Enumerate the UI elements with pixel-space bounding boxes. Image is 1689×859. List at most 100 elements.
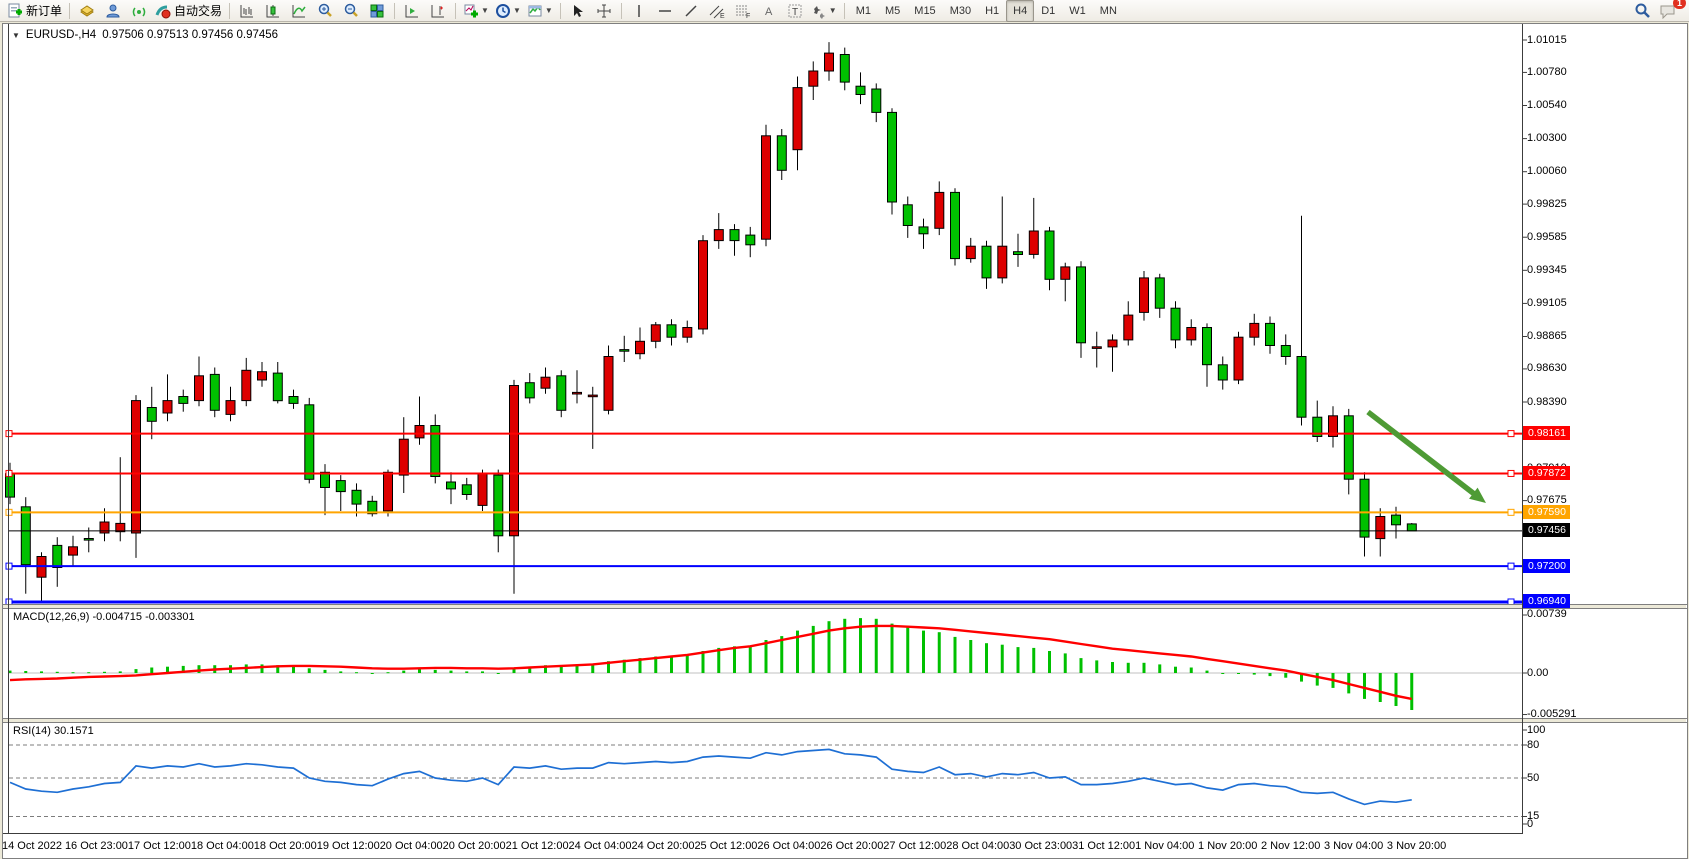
time-label: 26 Oct 20:00 [820, 840, 884, 852]
timeframe-button-h1[interactable]: H1 [985, 4, 1000, 17]
autotrading-button[interactable]: 自动交易 [152, 0, 225, 22]
macd-tick--0.005291: -0.005291 [1527, 708, 1577, 721]
price-tick-0.99585: 0.99585 [1527, 230, 1567, 243]
toolbar-right-group: 1 [1629, 0, 1686, 22]
trendline-tool-button[interactable] [678, 0, 704, 22]
tile-windows-button[interactable] [364, 0, 390, 22]
new-order-button[interactable]: 新订单 [4, 0, 65, 22]
hline-object-0.97590[interactable] [5, 508, 1522, 516]
cursor-arrow-icon [573, 4, 583, 17]
time-label: 3 Nov 04:00 [1323, 840, 1384, 852]
current-price-badge: 0.97456 [1523, 523, 1570, 538]
periods-button[interactable]: ▼ [492, 0, 524, 22]
timeframe-button-d1[interactable]: D1 [1041, 4, 1056, 17]
signals-button[interactable] [126, 0, 152, 22]
market-watch-button[interactable] [74, 0, 100, 22]
autotrading-icon [155, 5, 171, 18]
price-tick-1.00060: 1.00060 [1527, 165, 1567, 178]
equidistant-channel-button[interactable]: E [704, 0, 730, 22]
panel-divider-grip[interactable] [3, 605, 1686, 608]
toolbar-separator [620, 2, 622, 19]
price-tick-0.99105: 0.99105 [1527, 296, 1567, 309]
panel-divider[interactable] [2, 608, 1687, 609]
text-icon: A [765, 6, 773, 18]
time-label: 17 Oct 12:00 [127, 840, 191, 852]
hline-price-badge-0.98161: 0.98161 [1523, 426, 1570, 441]
chart-menu-toggle-icon[interactable]: ▼ [12, 30, 20, 40]
candle-chart-button[interactable] [260, 0, 286, 22]
zoom-in-button[interactable] [312, 0, 338, 22]
rsi-tick-15: 15 [1527, 810, 1540, 822]
svg-text:F: F [746, 13, 750, 19]
toolbar-separator [69, 2, 71, 19]
ohlc-values: 0.97506 0.97513 0.97456 0.97456 [102, 29, 279, 41]
crosshair-button[interactable] [591, 0, 617, 22]
text-label-tool-button[interactable]: T [782, 0, 808, 22]
autotrading-label: 自动交易 [174, 4, 223, 18]
time-label: 28 Oct 04:00 [946, 840, 1010, 852]
fibonacci-tool-button[interactable]: F [730, 0, 756, 22]
chevron-down-icon: ▼ [828, 6, 837, 15]
timeframe-button-m30[interactable]: M30 [949, 4, 972, 17]
panel-divider[interactable] [2, 604, 1687, 605]
panel-divider[interactable] [2, 718, 1687, 719]
hline-price-badge-0.96940: 0.96940 [1523, 594, 1570, 609]
notifications-button[interactable]: 1 [1655, 0, 1686, 22]
panel-divider-grip[interactable] [3, 719, 1686, 722]
time-label: 3 Nov 20:00 [1386, 840, 1447, 852]
text-tool-button[interactable]: A [756, 0, 782, 22]
horizontal-line-tool-button[interactable] [652, 0, 678, 22]
hline-object-0.97872[interactable] [5, 469, 1522, 477]
time-label: 2 Nov 12:00 [1261, 840, 1321, 852]
cursor-button[interactable] [565, 0, 591, 22]
macd-signal-line [9, 624, 1412, 701]
chart-shift-button[interactable] [425, 0, 451, 22]
chevron-down-icon: ▼ [512, 6, 521, 15]
time-label: 18 Oct 20:00 [253, 840, 317, 852]
timeframe-group: M1 M5 M15 M30 H1 H4 D1 W1 MN [849, 0, 1124, 22]
zoom-in-icon [318, 3, 332, 17]
price-tick-0.99345: 0.99345 [1527, 263, 1567, 276]
arrows-tool-button[interactable]: ▼ [808, 0, 840, 22]
time-label: 31 Oct 12:00 [1072, 840, 1136, 852]
time-label: 21 Oct 12:00 [505, 840, 569, 852]
trend-arrow-annotation[interactable] [1366, 409, 1486, 503]
timeframe-button-m15[interactable]: M15 [914, 4, 936, 17]
toolbar-separator [394, 2, 396, 19]
time-axis[interactable] [3, 833, 1522, 857]
time-label: 30 Oct 23:00 [1009, 840, 1073, 852]
panel-divider[interactable] [2, 722, 1687, 723]
horizontal-line-icon [658, 9, 671, 12]
search-button[interactable] [1629, 0, 1655, 22]
zoom-out-button[interactable] [338, 0, 364, 22]
hline-object-0.98161[interactable] [5, 430, 1522, 438]
templates-button[interactable]: ▼ [524, 0, 556, 22]
indicators-button[interactable]: ▼ [460, 0, 492, 22]
price-tick-0.98630: 0.98630 [1527, 362, 1567, 375]
hline-object-0.97200[interactable] [5, 562, 1522, 570]
auto-scroll-button[interactable] [399, 0, 425, 22]
time-label: 26 Oct 04:00 [757, 840, 821, 852]
time-label: 19 Oct 12:00 [316, 840, 380, 852]
vertical-line-icon [638, 4, 640, 17]
macd-tick-0.00: 0.00 [1527, 666, 1549, 679]
main-toolbar: 新订单 自动交易 [0, 0, 1689, 22]
navigator-button[interactable] [100, 0, 126, 22]
timeframe-button-w1[interactable]: W1 [1069, 4, 1086, 17]
toolbar-separator [229, 2, 231, 19]
timeframe-button-m5[interactable]: M5 [885, 4, 901, 17]
rsi-tick-80: 80 [1527, 738, 1540, 751]
line-chart-button[interactable] [286, 0, 312, 22]
price-tick-0.98390: 0.98390 [1527, 395, 1567, 408]
svg-text:T: T [792, 7, 798, 18]
timeframe-button-m1[interactable]: M1 [855, 4, 871, 17]
vertical-line-tool-button[interactable] [626, 0, 652, 22]
bar-chart-button[interactable] [234, 0, 260, 22]
timeframe-button-mn[interactable]: MN [1099, 4, 1117, 17]
market-watch-icon [80, 4, 94, 17]
rsi-label: RSI(14) 30.1571 [13, 725, 94, 737]
timeframe-button-h4[interactable]: H4 [1006, 0, 1035, 22]
time-label: 24 Oct 20:00 [631, 840, 695, 852]
